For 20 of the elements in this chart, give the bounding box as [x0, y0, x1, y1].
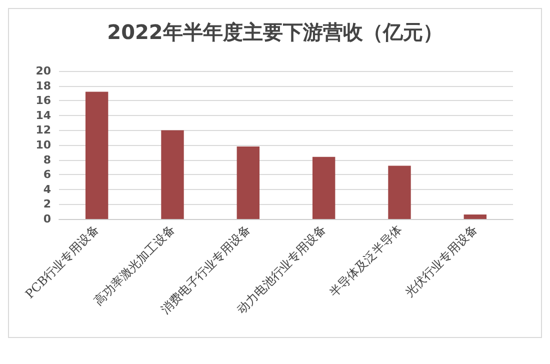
y-tick-label: 18	[36, 79, 51, 92]
y-tick-label: 6	[43, 168, 52, 182]
bar	[236, 146, 260, 219]
bar	[312, 156, 336, 219]
chart-title: 2022年半年度主要下游营收（亿元）	[107, 20, 443, 44]
x-tick-label: 光伏行业专用设备	[402, 222, 480, 300]
bar	[388, 166, 411, 219]
x-tick-label: 半导体及泛半导体	[326, 222, 404, 300]
y-tick-label: 10	[36, 138, 52, 152]
y-tick-label: 16	[36, 94, 52, 108]
y-tick-label: 4	[43, 182, 52, 196]
y-tick-label: 2	[43, 198, 51, 211]
y-tick-label: 14	[36, 108, 52, 122]
bar	[161, 130, 184, 219]
bar	[464, 214, 487, 219]
y-tick-label: 12	[36, 124, 51, 137]
y-tick-label: 8	[43, 153, 51, 166]
y-tick-label: 0	[43, 212, 52, 226]
bar	[85, 92, 108, 219]
y-tick-label: 20	[36, 64, 52, 78]
